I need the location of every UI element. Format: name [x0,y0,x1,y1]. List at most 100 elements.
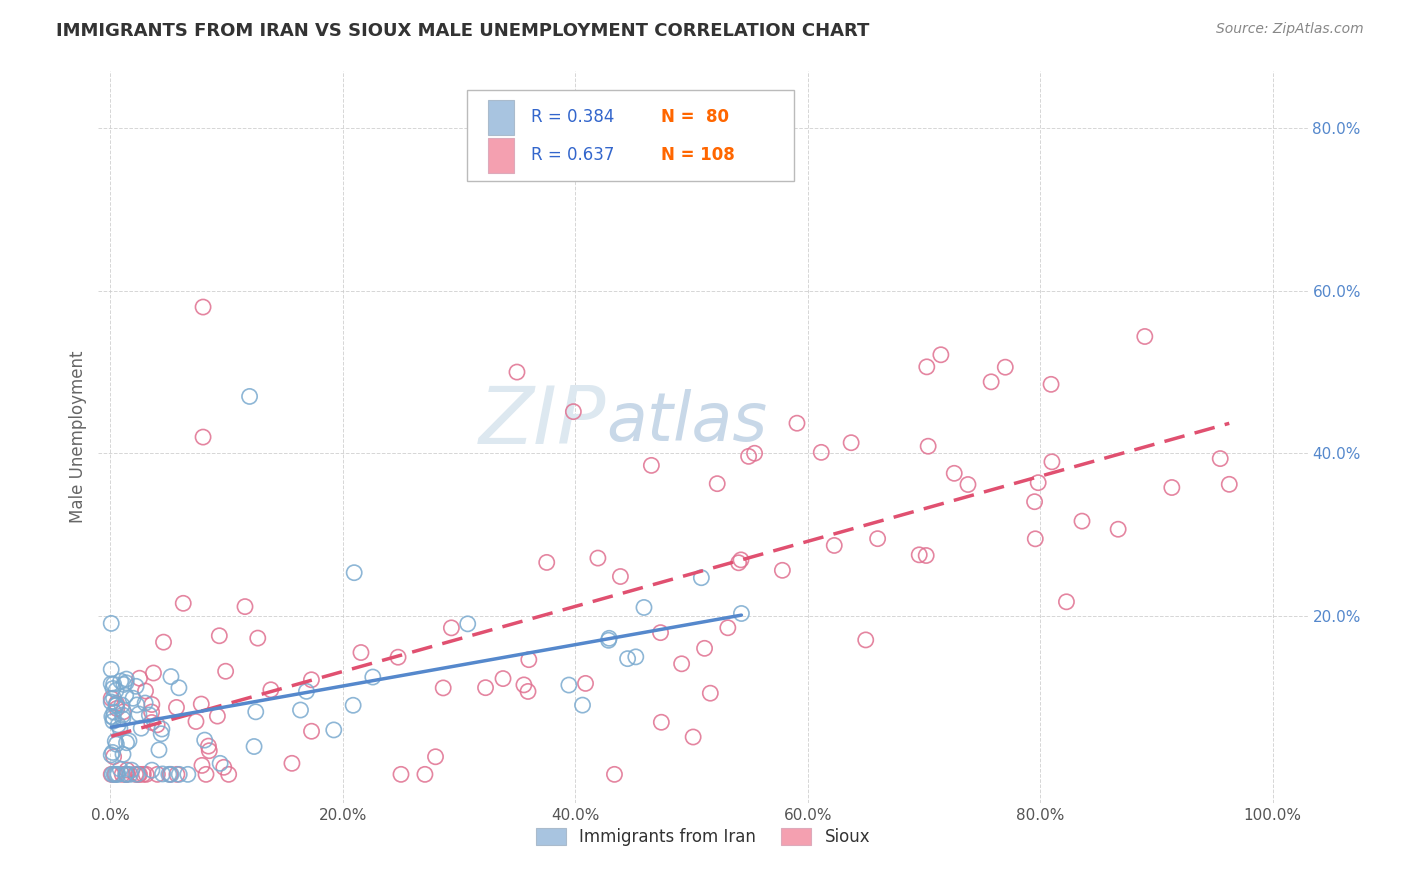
Point [101,714,124,729]
Point [361,670,384,684]
Point [125,679,148,693]
Point [598,632,620,646]
Point [413,767,436,781]
Point [260,682,283,697]
Point [100,767,122,781]
Point [322,723,344,737]
Point [101,681,124,696]
Point [744,446,766,460]
Point [917,439,939,453]
Point [1107,522,1129,536]
Point [105,698,128,712]
Point [517,684,540,698]
Point [1071,514,1094,528]
Text: atlas: atlas [606,390,768,456]
Point [150,727,173,741]
Point [104,767,127,781]
Point [290,703,312,717]
Point [214,665,236,679]
Point [103,749,125,764]
Point [737,450,759,464]
Point [915,549,938,563]
Point [148,743,170,757]
Point [603,767,626,781]
Point [195,767,218,781]
Point [624,649,647,664]
Point [111,698,134,712]
FancyBboxPatch shape [488,100,515,135]
Point [866,532,889,546]
Point [124,767,146,781]
Point [167,767,190,781]
Point [115,767,138,781]
Point [1209,451,1232,466]
Point [190,697,212,711]
Point [152,635,174,649]
Point [1054,595,1077,609]
Point [513,678,536,692]
Point [457,616,479,631]
Point [134,696,156,710]
Point [105,767,128,781]
Point [128,706,150,721]
Point [121,763,143,777]
Point [389,767,412,781]
Point [100,695,122,709]
Point [209,756,232,771]
Point [823,538,845,552]
Point [157,767,180,781]
Point [111,767,134,781]
Point [115,763,138,777]
Point [730,553,752,567]
Point [246,631,269,645]
Point [160,767,183,781]
Point [425,749,447,764]
Point [100,616,122,631]
Y-axis label: Male Unemployment: Male Unemployment [69,351,87,524]
Point [929,348,952,362]
Point [492,672,515,686]
Point [506,365,529,379]
Point [108,762,131,776]
Point [115,675,138,690]
Point [994,360,1017,375]
Point [536,556,558,570]
Point [197,739,219,753]
Point [134,684,156,698]
Point [191,300,214,314]
Point [132,767,155,781]
Point [586,551,609,566]
Text: N = 108: N = 108 [661,146,734,164]
Point [101,709,124,723]
Point [101,767,124,781]
Point [810,445,832,459]
Point [107,718,129,732]
Point [141,715,163,730]
FancyBboxPatch shape [467,90,793,181]
Legend: Immigrants from Iran, Sioux: Immigrants from Iran, Sioux [529,822,877,853]
Point [956,477,979,491]
Point [112,677,135,691]
Point [598,633,620,648]
Point [105,701,128,715]
Point [915,359,938,374]
Point [609,569,631,583]
Point [1160,481,1182,495]
Point [706,476,728,491]
Point [786,416,808,430]
Point [633,600,655,615]
Point [110,674,132,689]
Point [1026,475,1049,490]
Text: IMMIGRANTS FROM IRAN VS SIOUX MALE UNEMPLOYMENT CORRELATION CHART: IMMIGRANTS FROM IRAN VS SIOUX MALE UNEMP… [56,22,870,40]
Point [574,676,596,690]
Point [104,734,127,748]
Point [243,739,266,754]
Point [152,767,174,781]
Point [650,625,672,640]
Point [160,670,183,684]
Point [343,566,366,580]
Point [122,691,145,706]
Point [105,697,128,711]
Point [146,718,169,732]
Point [671,657,693,671]
